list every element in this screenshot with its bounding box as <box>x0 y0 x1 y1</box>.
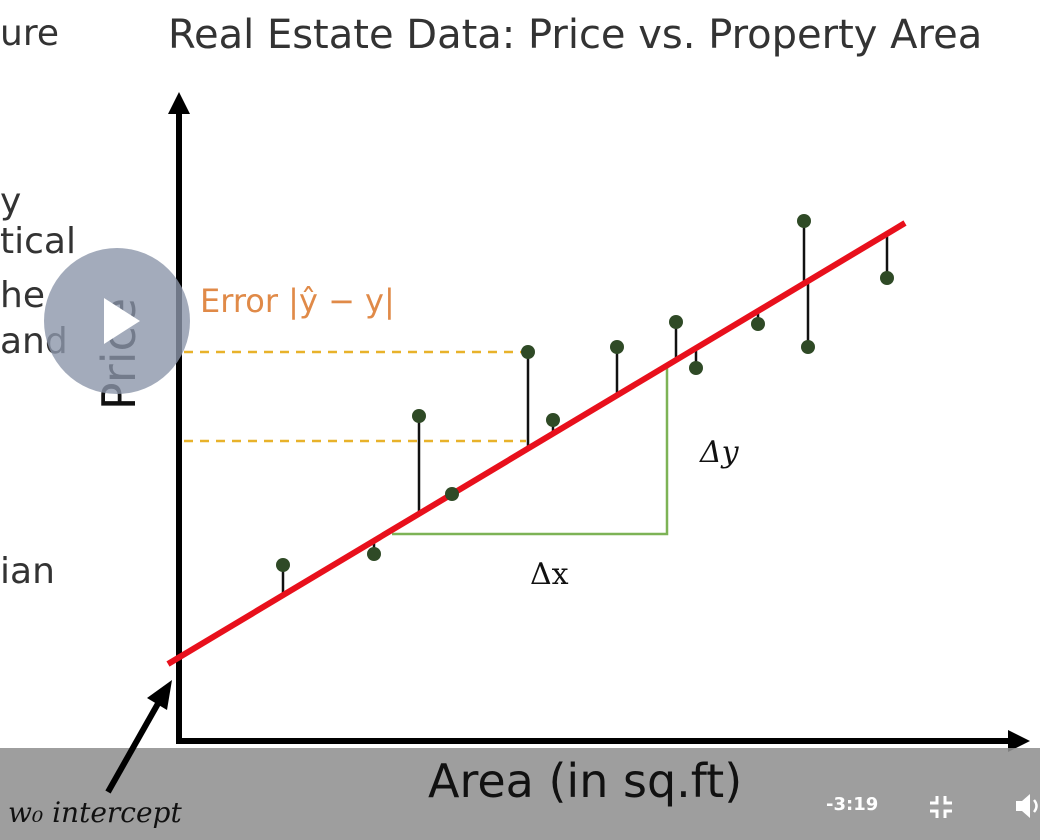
data-point-12 <box>801 340 815 354</box>
intercept-arrow <box>105 698 163 794</box>
left-text-fragment-2: y <box>0 181 22 222</box>
slide-title: Real Estate Data: Price vs. Property Are… <box>168 12 983 58</box>
play-button[interactable] <box>44 248 190 394</box>
error-label: Error |ŷ − y| <box>200 282 395 320</box>
data-point-9 <box>689 361 703 375</box>
player-controls-bar[interactable] <box>0 748 1040 840</box>
left-text-fragment-3: tical <box>0 221 76 262</box>
data-point-8 <box>669 315 683 329</box>
data-point-13 <box>880 271 894 285</box>
data-point-5 <box>521 345 535 359</box>
x-axis-arrow <box>1008 730 1030 752</box>
volume-icon[interactable] <box>1014 792 1040 820</box>
play-icon <box>104 298 140 344</box>
data-point-4 <box>445 487 459 501</box>
regression-line <box>166 220 907 667</box>
slope-triangle <box>392 366 669 536</box>
delta-y-label: Δy <box>699 435 740 470</box>
intercept-arrowhead <box>147 680 172 710</box>
left-text-fragment-1: ure <box>0 13 59 54</box>
data-point-6 <box>546 413 560 427</box>
delta-x-label: Δx <box>530 557 569 592</box>
x-axis-label: Area (in sq.ft) <box>428 754 743 808</box>
left-text-fragment-6: ian <box>0 551 55 592</box>
data-point-1 <box>276 558 290 572</box>
data-point-10 <box>751 317 765 331</box>
intercept-label: w₀ intercept <box>8 796 182 829</box>
time-remaining: -3:19 <box>826 794 879 815</box>
data-points <box>276 214 894 572</box>
exit-fullscreen-icon[interactable] <box>928 794 954 820</box>
data-point-7 <box>610 340 624 354</box>
data-point-11 <box>797 214 811 228</box>
data-point-3 <box>412 409 426 423</box>
left-text-fragment-4: he <box>0 275 45 316</box>
data-point-2 <box>367 547 381 561</box>
y-axis-arrow <box>168 92 190 114</box>
